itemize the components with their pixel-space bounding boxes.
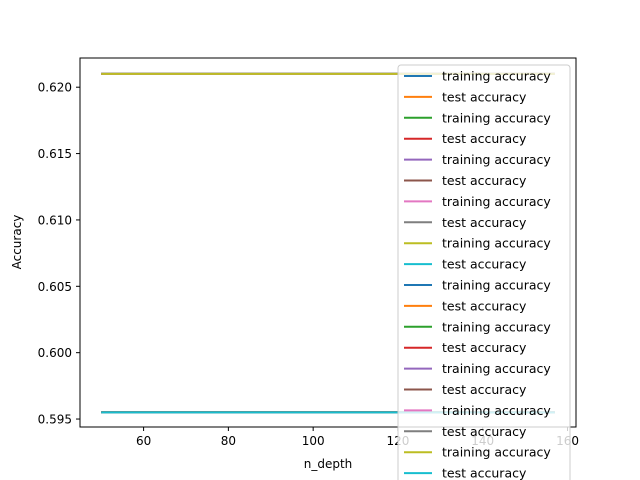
y-tick-label: 0.605: [38, 280, 72, 294]
legend-entry-label: training accuracy: [442, 445, 551, 460]
y-tick-label: 0.595: [38, 413, 72, 427]
y-axis: 0.595 0.600 0.605 0.610 0.615 0.620: [38, 81, 80, 427]
y-tick-label: 0.615: [38, 147, 72, 161]
x-tick-label: 100: [302, 434, 325, 448]
y-tick-label: 0.610: [38, 213, 72, 227]
y-tick-label: 0.600: [38, 346, 72, 360]
legend-entry-label: test accuracy: [442, 89, 527, 104]
legend-entry-label: test accuracy: [442, 340, 527, 355]
y-axis-label: Accuracy: [10, 215, 24, 270]
legend-entry-label: test accuracy: [442, 173, 527, 188]
legend-entry-label: training accuracy: [442, 152, 551, 167]
legend-entry-label: test accuracy: [442, 215, 527, 230]
legend-entry-label: training accuracy: [442, 361, 551, 376]
legend-entry-label: training accuracy: [442, 403, 551, 418]
legend-entry-label: test accuracy: [442, 257, 527, 272]
legend-entry-label: test accuracy: [442, 131, 527, 146]
x-axis-label: n_depth: [304, 457, 353, 471]
legend-entry-label: training accuracy: [442, 236, 551, 251]
legend-entry-label: test accuracy: [442, 382, 527, 397]
legend-entry-label: test accuracy: [442, 298, 527, 313]
legend-entry-label: test accuracy: [442, 466, 527, 480]
y-tick-label: 0.620: [38, 81, 72, 95]
legend-entry-label: training accuracy: [442, 110, 551, 125]
x-tick-label: 80: [221, 434, 236, 448]
x-tick-label: 60: [136, 434, 151, 448]
legend-entry-label: training accuracy: [442, 319, 551, 334]
legend-box: [397, 64, 571, 480]
plot-frame: [79, 57, 577, 428]
legend-entry-label: test accuracy: [442, 424, 527, 439]
legend: training accuracy test accuracy training a…: [397, 64, 571, 480]
legend-entry-label: training accuracy: [442, 278, 551, 293]
legend-entry-label: training accuracy: [442, 194, 551, 209]
legend-entry-label: training accuracy: [442, 69, 551, 84]
